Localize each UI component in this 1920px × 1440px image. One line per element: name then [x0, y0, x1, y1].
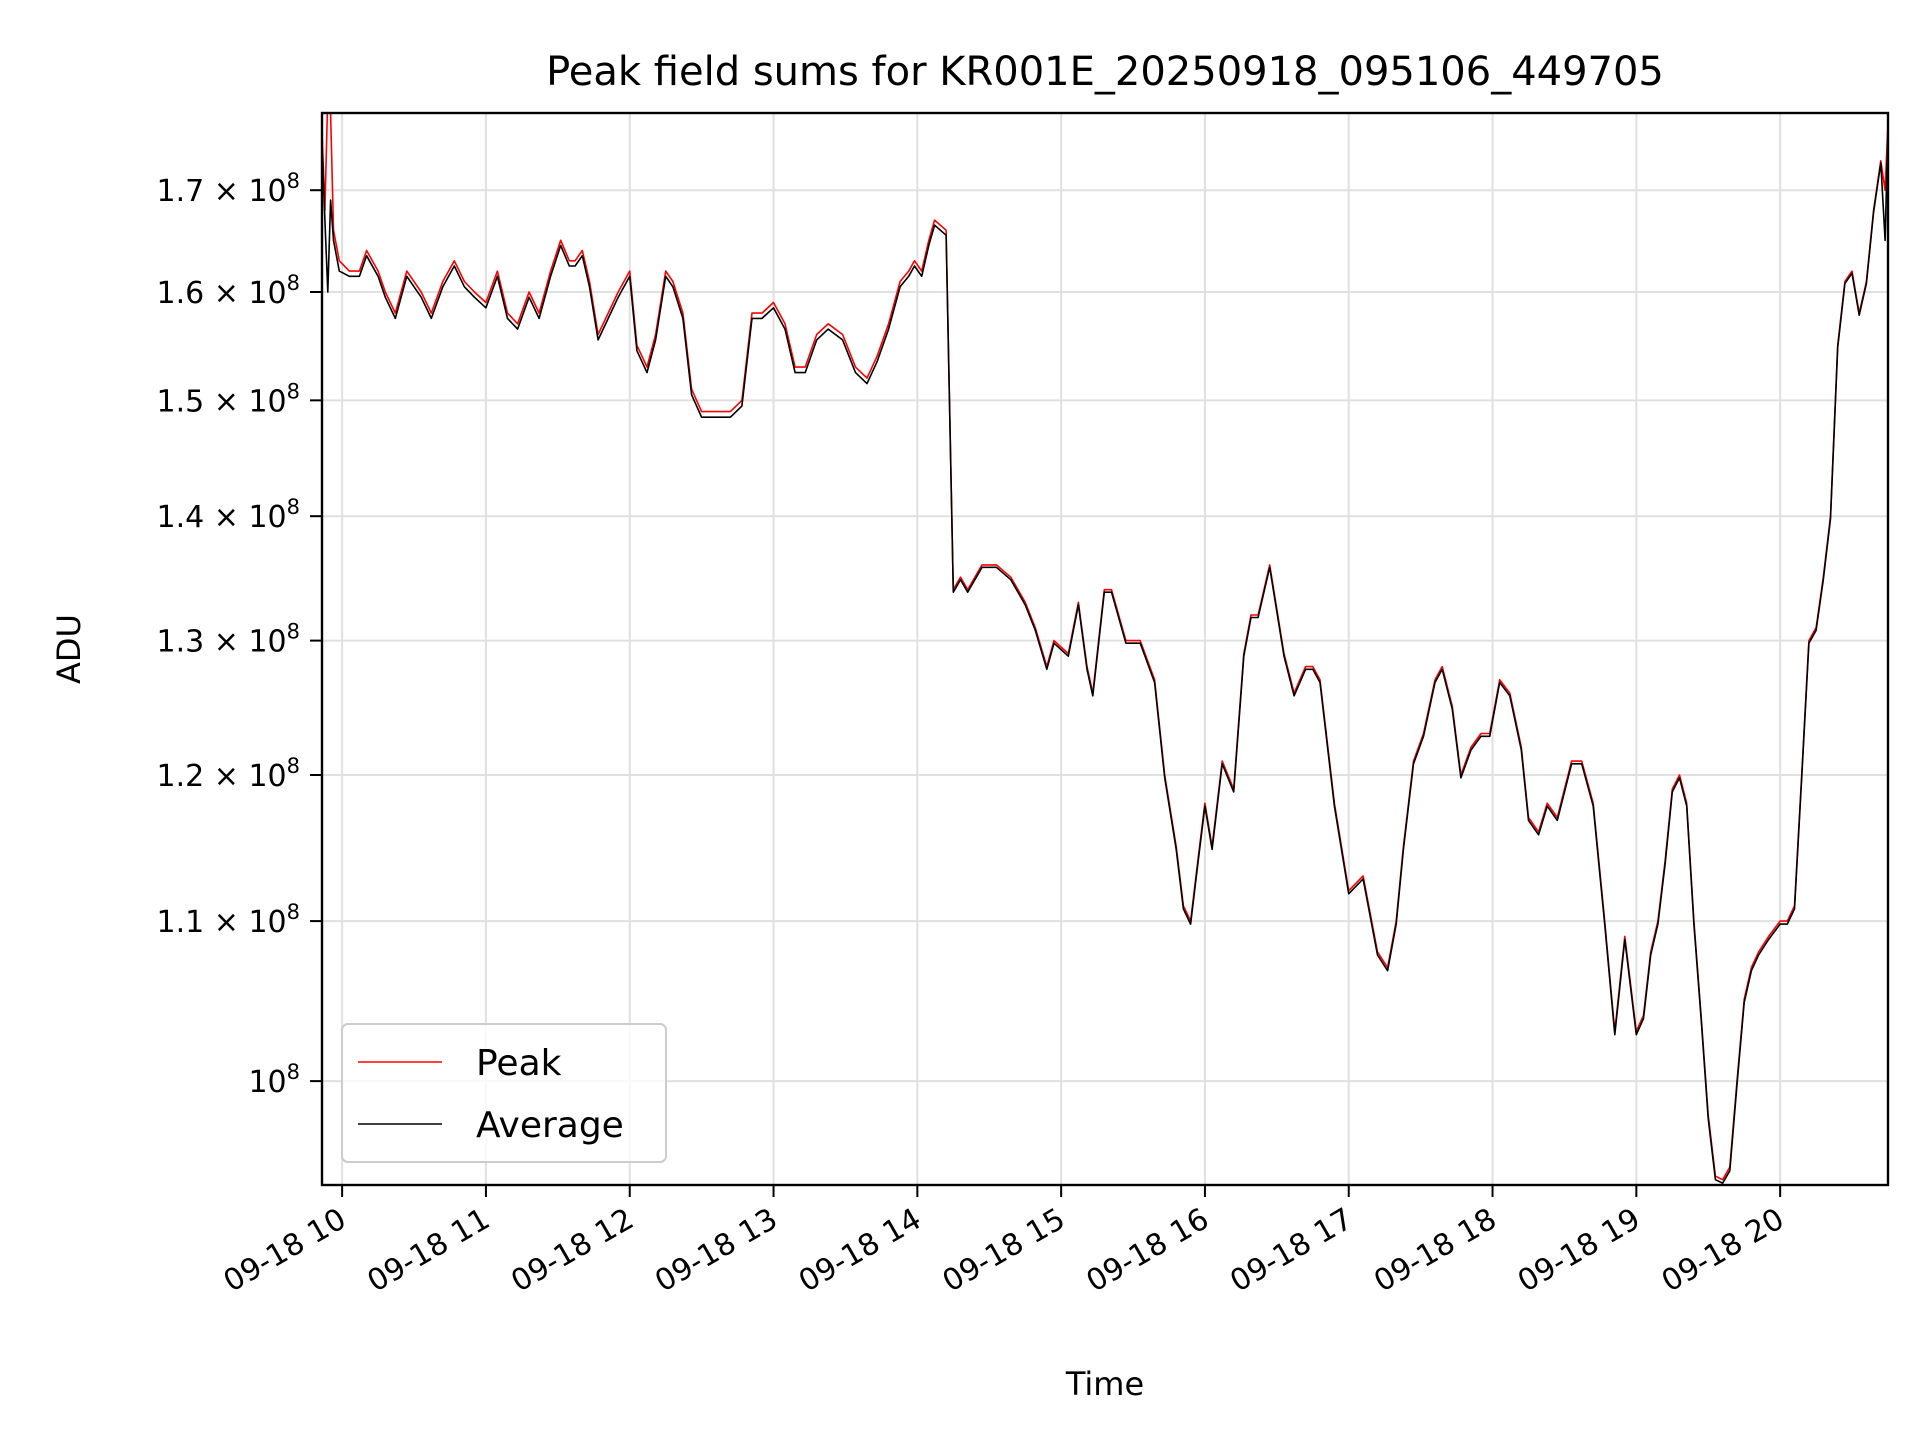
legend-label-average: Average: [476, 1105, 624, 1146]
legend-box: [341, 1023, 667, 1163]
legend: Peak Average: [341, 1023, 667, 1163]
y-tick-label: 1.6 × 108: [157, 271, 300, 311]
y-tick-label: 1.1 × 108: [157, 900, 300, 940]
y-tick-label: 1.4 × 108: [157, 495, 300, 535]
series-lines: [322, 113, 1888, 1184]
y-axis-label: ADU: [50, 614, 88, 684]
y-tick-label: 1.5 × 108: [157, 379, 300, 419]
y-tick-label: 1.3 × 108: [157, 620, 300, 660]
y-tick-label: 1.2 × 108: [157, 754, 300, 794]
legend-label-peak: Peak: [476, 1043, 562, 1084]
plot-frame: [320, 111, 1890, 1187]
x-axis-label: Time: [1065, 1365, 1144, 1403]
y-tick-label: 1.7 × 108: [157, 169, 300, 209]
y-tick-label: 108: [248, 1060, 300, 1100]
grid: [322, 113, 1888, 1185]
series-line-average: [322, 127, 1888, 1184]
chart-title: Peak field sums for KR001E_20250918_0951…: [546, 49, 1664, 95]
y-axis-ticks: 108 1.1 × 108 1.2 × 108 1.3 × 108 1.4 × 108 1…: [157, 169, 322, 1100]
